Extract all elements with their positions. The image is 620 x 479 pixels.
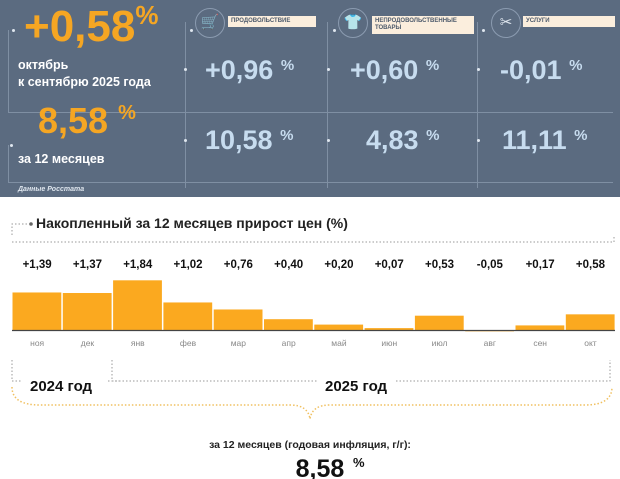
month-tick-label: дек: [81, 338, 95, 348]
bar-дек: [62, 293, 112, 330]
bar-фев: [163, 302, 213, 330]
bar-мар: [213, 309, 263, 330]
category-label-services: УСЛУГИ: [523, 16, 615, 27]
year-label-2024: 2024 год: [30, 378, 93, 395]
scissors-icon: ✂: [491, 8, 521, 38]
chart-title: Накопленный за 12 месяцев прирост цен (%…: [36, 215, 348, 231]
monthly-label: октябрь к сентябрю 2025 года: [18, 58, 151, 89]
month-tick-label: авг: [484, 338, 496, 348]
data-label: +0,07: [375, 259, 404, 271]
data-label: +0,53: [425, 259, 454, 271]
nonfood-monthly: +0,60 %: [350, 55, 440, 85]
bar-июл: [414, 315, 464, 330]
shirt-icon: 👕: [338, 8, 368, 38]
bar-янв: [113, 280, 162, 330]
annual-inflation-value: 8,58 %: [38, 100, 136, 141]
data-label: +0,58: [576, 259, 606, 271]
services-monthly: -0,01 %: [500, 55, 583, 85]
month-tick-label: сен: [533, 338, 547, 348]
data-label: +1,02: [173, 259, 202, 271]
month-tick-label: май: [331, 338, 347, 348]
bar-ноя: [12, 292, 62, 330]
bar-май: [314, 324, 364, 330]
services-annual: 11,11 %: [502, 125, 588, 155]
data-label: +0,17: [526, 259, 555, 271]
bar-июн: [364, 328, 414, 330]
total-value: 8,58: [296, 455, 345, 479]
summary-panel: +0,58% октябрь к сентябрю 2025 года 8,58 …: [0, 0, 620, 197]
data-label: -0,05: [477, 259, 504, 271]
nonfood-annual: 4,83 %: [366, 125, 440, 155]
month-tick-label: апр: [282, 338, 296, 348]
month-tick-label: июн: [381, 338, 397, 348]
food-monthly: +0,96 %: [205, 55, 295, 85]
month-tick-label: окт: [584, 338, 597, 348]
data-label: +1,39: [23, 259, 52, 271]
bar-сен: [515, 325, 565, 330]
food-annual: 10,58 %: [205, 125, 294, 155]
category-label-nonfood: НЕПРОДОВОЛЬСТВЕННЫЕ ТОВАРЫ: [372, 16, 474, 34]
month-tick-label: мар: [231, 338, 247, 348]
monthly-inflation-value: +0,58%: [24, 0, 159, 51]
data-label: +0,20: [324, 259, 353, 271]
shopping-cart-icon: 🛒: [195, 8, 225, 38]
data-label: +1,37: [73, 259, 102, 271]
total-label: за 12 месяцев (годовая инфляция, г/г):: [209, 439, 411, 451]
category-label-food: ПРОДОВОЛЬСТВИЕ: [228, 16, 316, 27]
total-unit: %: [353, 455, 365, 470]
month-tick-label: ноя: [30, 338, 44, 348]
year-label-2025: 2025 год: [325, 378, 388, 395]
data-label: +0,40: [274, 259, 303, 271]
annual-label: за 12 месяцев: [18, 152, 105, 166]
month-tick-label: янв: [131, 338, 145, 348]
source-note: Данные Росстата: [18, 186, 85, 193]
data-label: +0,76: [224, 259, 253, 271]
bar-апр: [264, 319, 313, 330]
month-tick-label: фев: [180, 338, 197, 348]
month-tick-label: июл: [432, 338, 448, 348]
data-label: +1,84: [123, 259, 153, 271]
bar-окт: [565, 314, 615, 330]
bar-chart: +1,39 ноя +1,37 дек +1,84 янв +1,02 фев +0,76 мар…: [11, 222, 615, 479]
